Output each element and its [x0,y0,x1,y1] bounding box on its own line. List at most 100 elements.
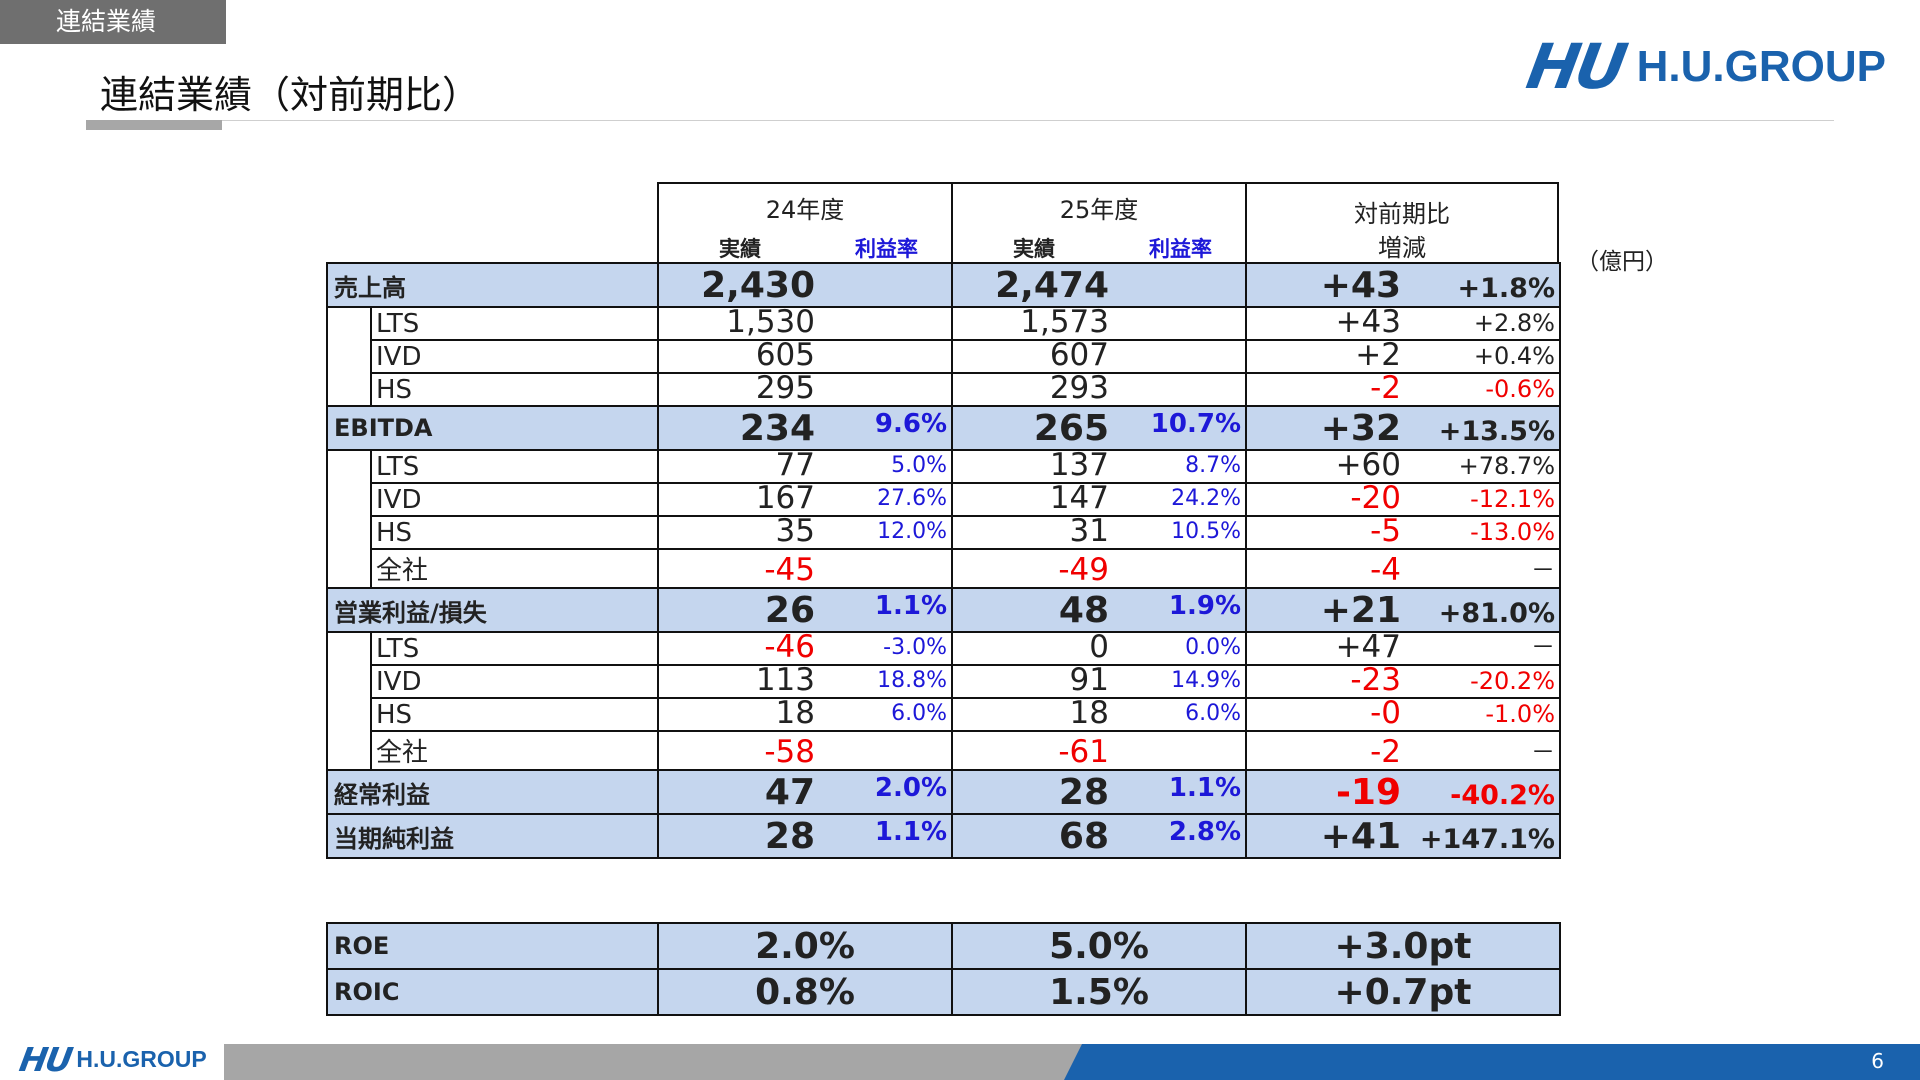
row-label: 営業利益/損失 [326,587,659,633]
title-divider [86,120,1834,121]
row-sublabel: HS [370,372,659,407]
value-diff: +60 [1335,447,1401,483]
margin-fy24: 2.0% [874,773,947,803]
value-diff: -19 [1335,772,1401,813]
table-row: HS 295 293 -2 -0.6% [326,370,1561,407]
value-diff-pct: -1.0% [1485,700,1555,728]
row-indent [326,665,372,698]
margin-fy25: 10.7% [1150,409,1241,439]
margin-fy24: 1.1% [874,817,947,847]
table-row: LTS 77 5.0% 137 8.7% +60 +78.7% [326,447,1561,484]
page-number: 6 [1871,1049,1884,1073]
margin-fy25: 10.5% [1171,519,1241,544]
cell-fy24: -58 [657,730,953,771]
margin-fy24: 1.1% [874,591,947,621]
title-accent-bar [86,120,222,130]
value-diff-pct: +0.4% [1473,342,1555,370]
value-diff: +32 [1320,408,1401,449]
value-fy24: 26 [764,590,815,631]
value-fy24: -45 [764,552,815,588]
row-indent [326,307,372,340]
cell-diff: -19 -40.2% [1245,769,1561,815]
margin-fy25: 24.2% [1171,486,1241,511]
row-sublabel: IVD [370,339,659,374]
header-compare-line1: 対前期比 [1354,200,1450,228]
ratio-diff: +0.7pt [1245,968,1561,1016]
brand-mark-icon: HU [1521,30,1630,103]
row-indent [326,516,372,549]
value-diff-pct: +81.0% [1438,598,1555,629]
header-fy25-year: 25年度 [1059,196,1139,224]
value-fy25: 147 [1049,480,1109,516]
ratio-row: ROIC 0.8% 1.5% +0.7pt [326,968,1561,1016]
cell-fy24: 35 12.0% [657,513,953,550]
cell-diff: -0 -1.0% [1245,696,1561,732]
value-fy24: 47 [764,772,815,813]
value-fy25: 68 [1058,816,1109,857]
results-table: 売上高 2,430 2,474 +43 +1.8% LTS 1,530 1,573 +43 +2.… [326,262,1561,859]
cell-fy25: 1,573 [951,305,1247,341]
ratio-label: ROIC [326,968,659,1016]
value-fy24: 18 [775,695,815,731]
value-fy24: 28 [764,816,815,857]
table-row: HS 35 12.0% 31 10.5% -5 -13.0% [326,513,1561,550]
cell-fy24: 605 [657,338,953,374]
table-row: 当期純利益 28 1.1% 68 2.8% +41 +147.1% [326,813,1561,859]
ratio-diff: +3.0pt [1245,922,1561,970]
cell-fy25: -49 [951,548,1247,589]
footer-grey-band [224,1044,1084,1080]
margin-fy24: 18.8% [877,668,947,693]
header-compare-line2: 増減 [1378,234,1426,262]
cell-fy25: 91 14.9% [951,662,1247,699]
row-label: 売上高 [326,262,659,308]
header-fy24-year: 24年度 [765,196,845,224]
value-fy25: 28 [1058,772,1109,813]
row-sublabel: LTS [370,449,659,484]
margin-fy24: 9.6% [874,409,947,439]
ratio-fy25: 1.5% [951,968,1247,1016]
value-fy25: 91 [1069,662,1109,698]
cell-fy25: -61 [951,730,1247,771]
cell-fy25: 137 8.7% [951,448,1247,484]
value-diff: -4 [1370,552,1401,588]
value-diff-pct: － [1531,738,1555,766]
footer-logo: HU H.U.GROUP [16,1040,207,1079]
table-row: 全社 -58 -61 -2 － [326,730,1561,771]
table-row: IVD 113 18.8% 91 14.9% -23 -20.2% [326,662,1561,699]
table-row: LTS -46 -3.0% 0 0.0% +47 － [326,630,1561,666]
header-compare: 対前期比 増減 [1245,182,1559,264]
value-diff-pct: -40.2% [1450,780,1555,811]
page-title: 連結業績（対前期比） [100,73,481,117]
cell-diff: +32 +13.5% [1245,405,1561,451]
value-diff-pct: － [1531,556,1555,584]
value-fy24: 35 [775,513,815,549]
cell-fy25: 0 0.0% [951,630,1247,666]
margin-fy24: 6.0% [891,701,947,726]
value-diff-pct: +78.7% [1458,452,1555,480]
cell-fy24: 26 1.1% [657,587,953,633]
value-diff: -2 [1370,370,1401,406]
cell-fy24: 18 6.0% [657,695,953,732]
table-row: 全社 -45 -49 -4 － [326,548,1561,589]
cell-diff: +21 +81.0% [1245,587,1561,633]
cell-fy24: 77 5.0% [657,448,953,484]
cell-diff: -2 － [1245,730,1561,771]
margin-fy25: 8.7% [1185,453,1241,478]
header-fy25-actual: 実績 [1013,237,1055,261]
ratio-fy24: 0.8% [657,968,953,1016]
value-fy25: 293 [1049,370,1109,406]
table-row: 営業利益/損失 26 1.1% 48 1.9% +21 +81.0% [326,587,1561,633]
cell-fy25: 293 [951,370,1247,407]
ratio-fy25: 5.0% [951,922,1247,970]
brand-logo: HU H.U.GROUP [1522,30,1886,103]
cell-diff: +60 +78.7% [1245,447,1561,484]
cell-diff: +2 +0.4% [1245,338,1561,374]
value-fy25: 48 [1058,590,1109,631]
row-indent [326,483,372,516]
brand-wordmark: H.U.GROUP [1636,41,1886,91]
value-diff: -20 [1350,480,1401,516]
row-indent [326,373,372,407]
cell-diff: +43 +1.8% [1245,262,1561,308]
footer-brand-mark-icon: HU [16,1040,74,1079]
cell-fy25: 2,474 [951,262,1247,308]
